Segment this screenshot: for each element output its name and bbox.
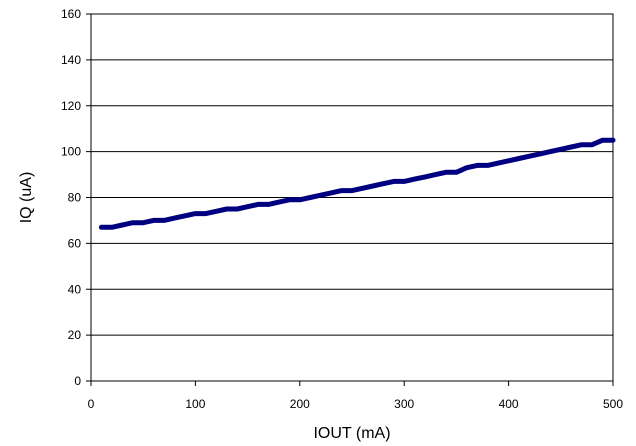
y-axis-title: IQ (uA) [18,172,35,224]
y-tick-label: 100 [61,145,81,159]
x-tick-label: 200 [290,397,310,411]
x-tick-label: 300 [394,397,414,411]
x-tick-label: 500 [603,397,623,411]
ticks [86,13,614,386]
tick-labels: 0 20 40 60 80 100 120 140 160 0 100 200 300 400 500 [61,7,623,411]
x-axis-title: IOUT (mA) [313,425,390,442]
y-tick-label: 160 [61,7,81,21]
x-tick-label: 0 [88,397,95,411]
gridlines [91,59,613,336]
y-tick-label: 80 [68,191,82,205]
y-tick-label: 120 [61,99,81,113]
y-tick-label: 0 [74,374,81,388]
iq-vs-iout-line [98,137,616,230]
y-tick-label: 40 [68,282,82,296]
y-tick-label: 140 [61,53,81,67]
series [98,137,616,230]
x-tick-label: 100 [185,397,205,411]
y-tick-label: 60 [68,236,82,250]
y-tick-label: 20 [68,328,82,342]
x-tick-label: 400 [499,397,519,411]
